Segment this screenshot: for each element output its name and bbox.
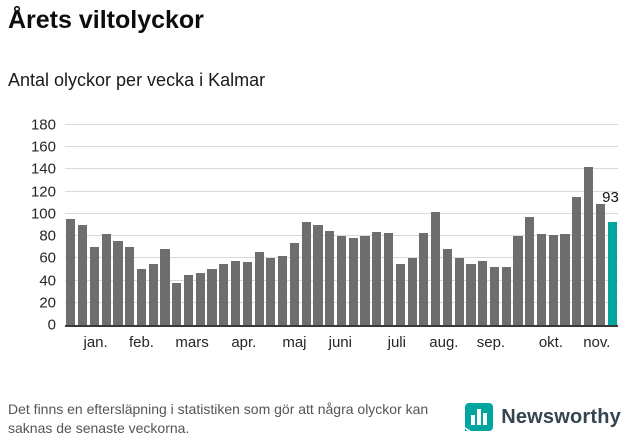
bar-week-17 bbox=[254, 251, 264, 325]
bar-week-32 bbox=[431, 211, 441, 325]
bar-week-14 bbox=[219, 263, 229, 325]
bar-week-1 bbox=[66, 219, 76, 325]
bar-week-33 bbox=[442, 249, 452, 325]
bar-week-20 bbox=[289, 242, 300, 325]
x-tick-label-jan: jan. bbox=[83, 334, 108, 351]
bar-week-27 bbox=[372, 231, 382, 325]
newsworthy-wordmark: Newsworthy bbox=[501, 405, 621, 428]
gridline-160 bbox=[65, 146, 618, 148]
plot-area: 93 bbox=[65, 124, 619, 327]
bar-week-12 bbox=[195, 272, 205, 325]
bar-week-45 bbox=[583, 167, 594, 325]
bar-week-31 bbox=[419, 232, 429, 325]
x-tick-label-juli: juli bbox=[387, 334, 406, 351]
page-title: Årets viltolyckor bbox=[8, 6, 204, 34]
newsworthy-logo: Newsworthy bbox=[464, 402, 621, 432]
x-tick-label-feb: feb. bbox=[128, 334, 154, 351]
bar-week-37 bbox=[489, 267, 500, 325]
y-tick-label-40: 40 bbox=[39, 272, 56, 290]
bar-week-9 bbox=[160, 249, 170, 325]
bar-week-39 bbox=[513, 236, 523, 325]
bar-week-23 bbox=[325, 230, 335, 325]
bar-week-47 bbox=[607, 221, 617, 325]
gridline-120 bbox=[65, 190, 618, 192]
y-tick-label-120: 120 bbox=[30, 183, 56, 201]
y-tick-label-100: 100 bbox=[30, 205, 56, 223]
bar-week-11 bbox=[183, 275, 194, 325]
bar-week-4 bbox=[101, 233, 111, 325]
gridline-180 bbox=[65, 124, 618, 125]
chart-subtitle: Antal olyckor per vecka i Kalmar bbox=[8, 70, 266, 90]
bar-week-36 bbox=[478, 260, 488, 325]
bar-week-8 bbox=[148, 263, 158, 325]
bar-week-26 bbox=[360, 236, 370, 325]
bar-week-24 bbox=[336, 236, 347, 325]
x-tick-label-maj: maj bbox=[282, 334, 307, 351]
x-tick-label-aug: aug. bbox=[429, 334, 459, 351]
bar-week-40 bbox=[525, 217, 535, 325]
x-axis: jan. feb. mars apr. maj juni juli aug. sep. okt. n… bbox=[65, 334, 618, 356]
bar-week-21 bbox=[301, 221, 311, 325]
bar-week-6 bbox=[125, 247, 135, 325]
bar-week-13 bbox=[207, 269, 217, 325]
x-tick-label-sep: sep. bbox=[476, 334, 506, 351]
y-tick-label-20: 20 bbox=[39, 294, 56, 312]
y-tick-label-140: 140 bbox=[30, 160, 56, 178]
newsworthy-logo-icon bbox=[465, 403, 494, 431]
bar-week-28 bbox=[383, 232, 394, 325]
bar-week-43 bbox=[560, 233, 570, 325]
gridline-80 bbox=[65, 235, 618, 237]
x-tick-label-apr: apr. bbox=[231, 334, 257, 351]
x-tick-label-juni: juni bbox=[328, 334, 352, 351]
bar-week-19 bbox=[278, 256, 288, 325]
x-tick-label-okt: okt. bbox=[538, 334, 564, 351]
gridline-140 bbox=[65, 168, 618, 170]
bar-week-44 bbox=[572, 197, 582, 325]
bar-week-15 bbox=[231, 260, 241, 325]
bar-week-38 bbox=[501, 267, 511, 325]
bar-week-30 bbox=[407, 258, 417, 325]
bar-week-25 bbox=[348, 238, 358, 325]
bar-week-22 bbox=[313, 225, 323, 325]
y-tick-label-160: 160 bbox=[30, 138, 56, 156]
bar-week-41 bbox=[536, 233, 547, 325]
x-tick-label-nov: nov. bbox=[583, 334, 611, 351]
bar-week-34 bbox=[454, 258, 464, 325]
bar-week-35 bbox=[466, 263, 476, 325]
y-tick-label-60: 60 bbox=[39, 249, 56, 267]
bar-week-7 bbox=[136, 269, 147, 325]
bar-week-2 bbox=[78, 225, 88, 325]
x-tick-label-mars: mars bbox=[175, 334, 209, 351]
gridline-100 bbox=[65, 212, 618, 214]
bar-week-42 bbox=[548, 235, 558, 325]
bar-week-29 bbox=[395, 263, 405, 325]
bar-week-16 bbox=[242, 261, 252, 325]
footnote-text: Det finns en eftersläpning i statistiken… bbox=[8, 401, 429, 436]
bar-week-5 bbox=[113, 240, 123, 325]
y-axis: 0 20 40 60 80 100 120 140 160 180 bbox=[18, 118, 60, 333]
bar-week-10 bbox=[172, 282, 182, 325]
value-annotation: 93 bbox=[602, 188, 619, 206]
y-tick-label-180: 180 bbox=[30, 116, 56, 134]
y-tick-label-0: 0 bbox=[47, 316, 56, 334]
bar-week-3 bbox=[89, 247, 99, 325]
bar-week-46 bbox=[595, 203, 605, 325]
y-tick-label-80: 80 bbox=[39, 227, 56, 245]
bar-week-18 bbox=[266, 258, 276, 325]
